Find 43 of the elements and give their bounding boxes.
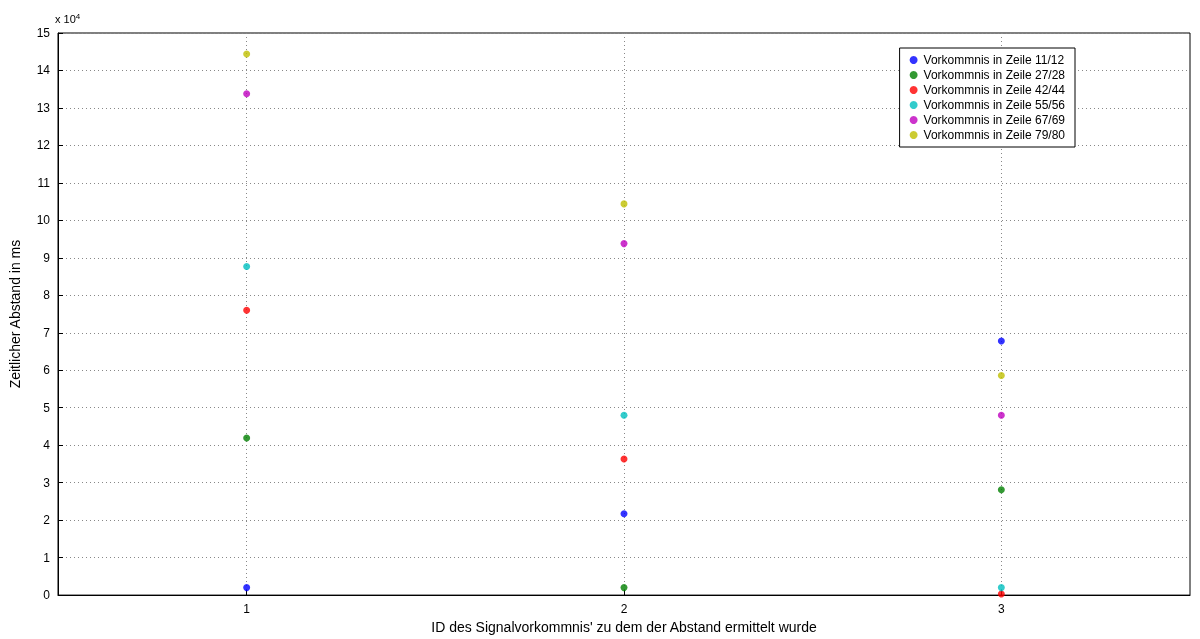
y-tick-label: 15 bbox=[36, 26, 51, 40]
point bbox=[997, 337, 1005, 345]
point bbox=[243, 262, 251, 270]
x-tick-label: 3 bbox=[997, 602, 1005, 617]
y-tick-label: 8 bbox=[43, 288, 51, 303]
y-tick-label: 2 bbox=[43, 513, 51, 528]
point bbox=[243, 434, 251, 442]
y-tick-label: 10 bbox=[36, 213, 51, 228]
point bbox=[997, 584, 1005, 592]
y-axis-title: Zeitlicher Abstand in ms bbox=[7, 239, 23, 389]
legend-label: Vorkommnis in Zeile 27/28 bbox=[923, 68, 1066, 82]
point bbox=[243, 50, 251, 58]
y-tick-label: 5 bbox=[43, 400, 51, 415]
point bbox=[620, 240, 628, 248]
x-tick-label: 2 bbox=[620, 602, 628, 617]
x-tick-label: 1 bbox=[243, 602, 251, 617]
y-tick-label: 0 bbox=[43, 588, 51, 603]
point bbox=[243, 584, 251, 592]
y-tick-label: 11 bbox=[37, 175, 51, 190]
y-tick-label: 12 bbox=[36, 138, 51, 153]
x-axis-title: ID des Signalvorkommnis' zu dem der Abstand ermittelt wurde bbox=[431, 619, 817, 635]
point bbox=[997, 411, 1005, 419]
y-tick-label: 9 bbox=[43, 250, 51, 265]
y-tick-label: 1 bbox=[43, 550, 51, 565]
point bbox=[243, 306, 251, 314]
legend-label: Vorkommnis in Zeile 42/44 bbox=[923, 83, 1066, 97]
y-tick-label: 4 bbox=[43, 438, 51, 453]
legend-label: Vorkommnis in Zeile 67/69 bbox=[923, 113, 1066, 127]
point bbox=[243, 90, 251, 98]
legend-label: Vorkommnis in Zeile 79/80 bbox=[923, 128, 1066, 142]
y-tick-label: 3 bbox=[43, 475, 51, 490]
legend-label: Vorkommnis in Zeile 55/56 bbox=[923, 98, 1066, 112]
y-tick-label: 14 bbox=[36, 63, 51, 78]
point bbox=[997, 486, 1005, 494]
point bbox=[620, 584, 628, 592]
point bbox=[620, 411, 628, 419]
point bbox=[620, 510, 628, 518]
legend-label: Vorkommnis in Zeile 11/12 bbox=[923, 53, 1065, 67]
point bbox=[997, 372, 1005, 379]
point bbox=[997, 590, 1005, 598]
y-tick-label: 7 bbox=[43, 325, 51, 340]
y-tick-label: 13 bbox=[36, 100, 51, 115]
y-tick-label: 6 bbox=[43, 363, 51, 378]
